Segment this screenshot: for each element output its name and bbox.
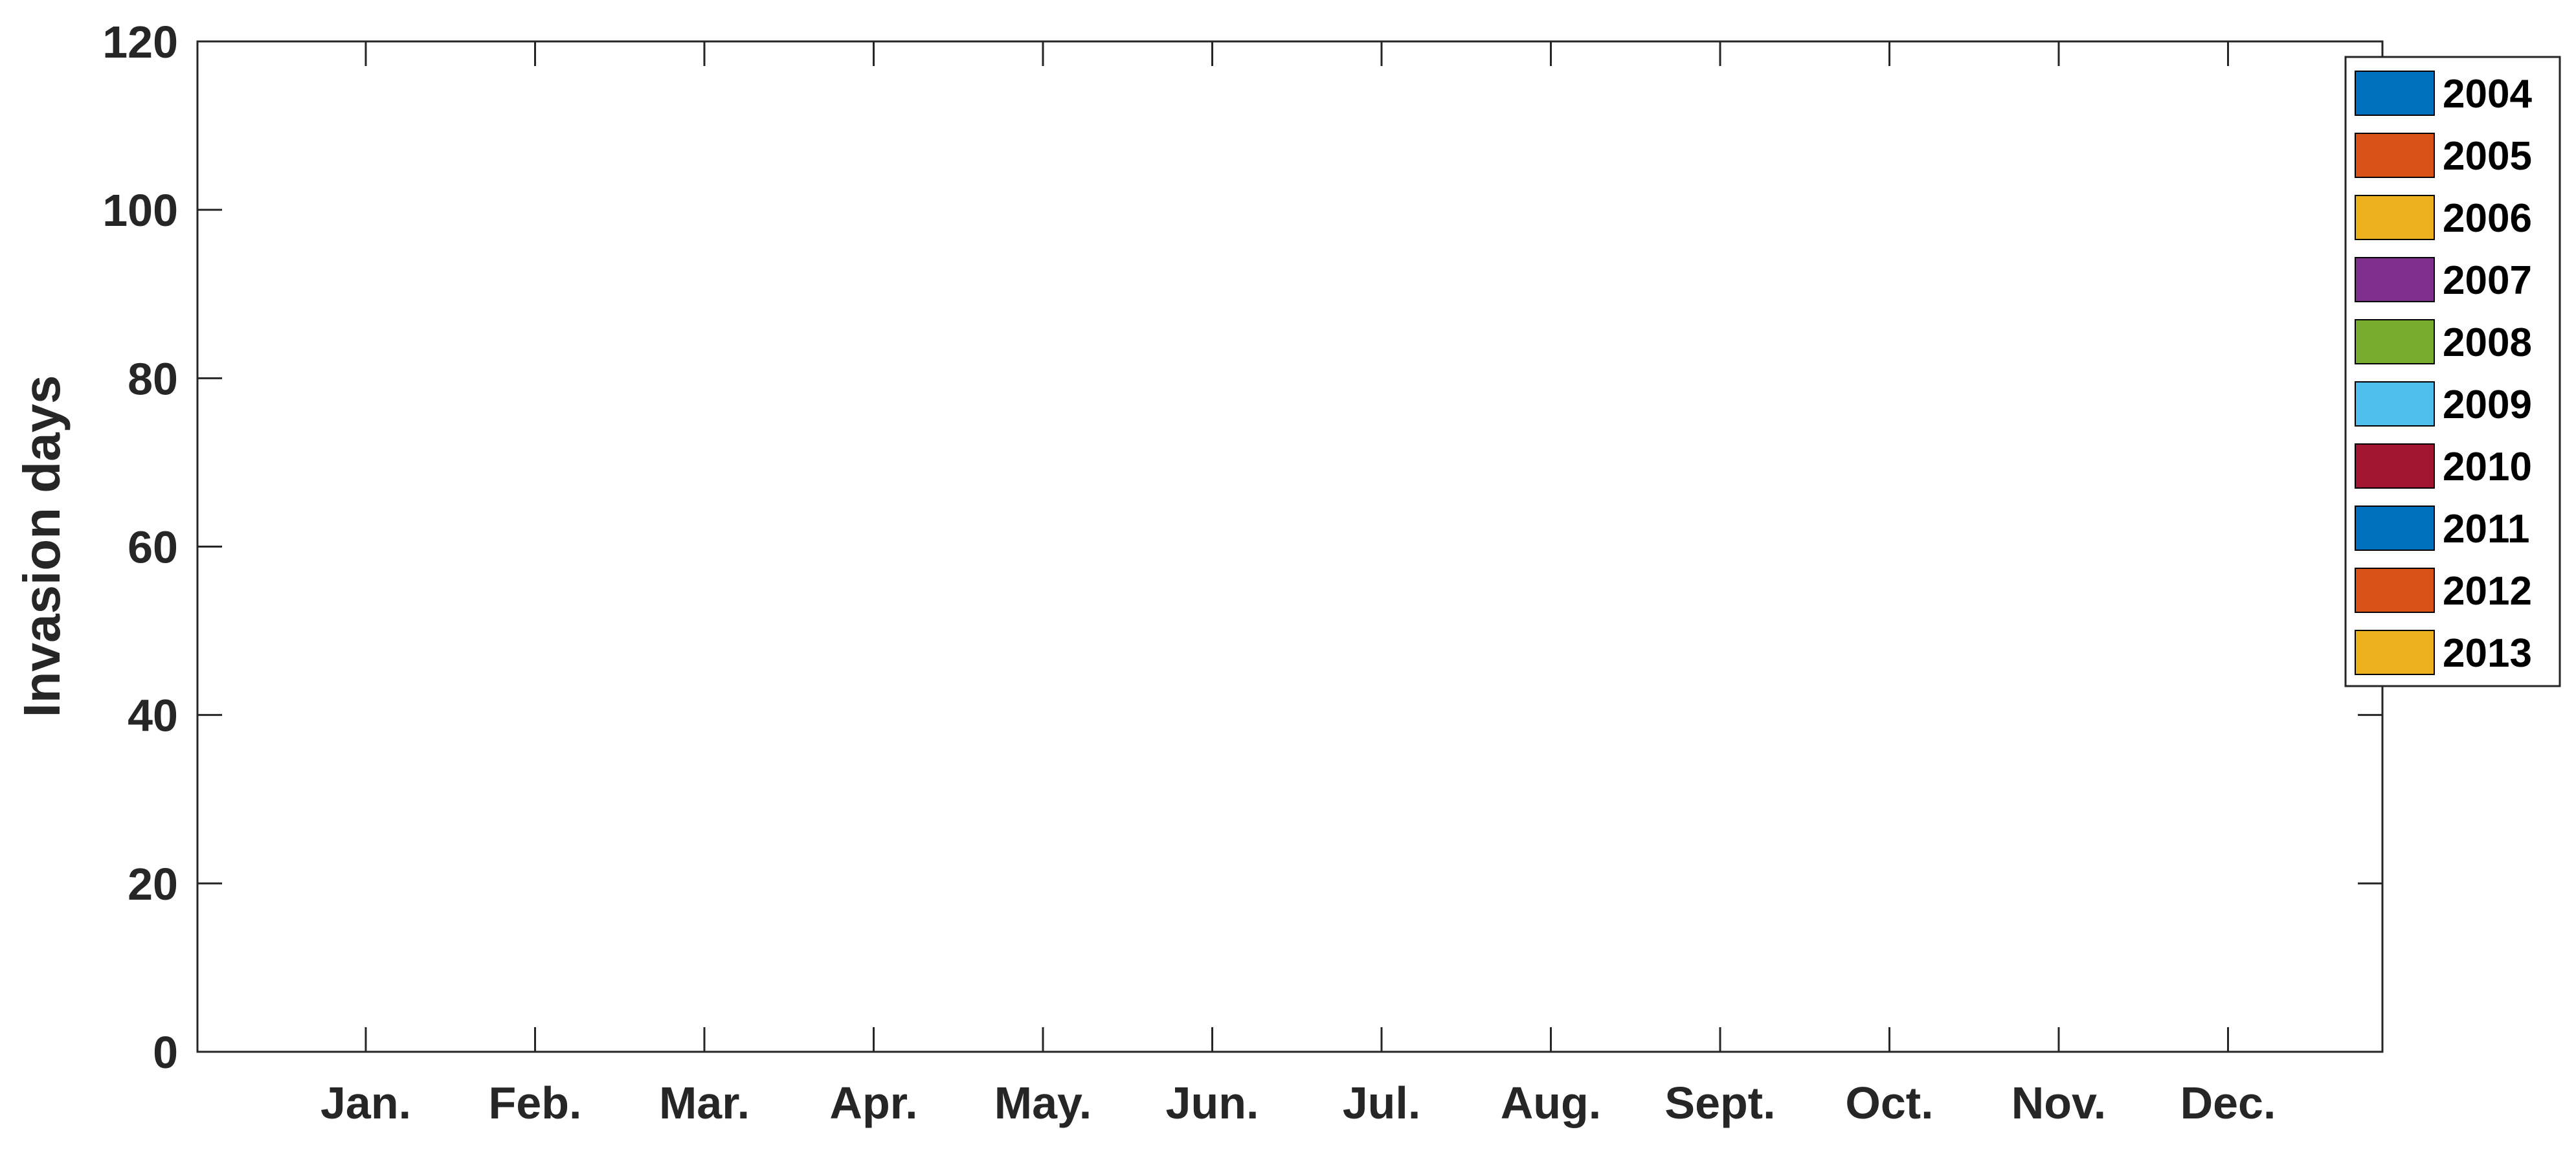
legend-swatch <box>2355 506 2435 551</box>
plot-frame <box>196 40 2384 1053</box>
legend-label: 2010 <box>2443 445 2532 489</box>
legend-swatch <box>2355 381 2435 427</box>
x-tick-label: Mar. <box>659 1078 750 1128</box>
legend-swatch <box>2355 443 2435 489</box>
legend-label: 2004 <box>2443 72 2532 117</box>
x-tick-label: Sept. <box>1664 1078 1775 1128</box>
legend-label: 2012 <box>2443 569 2532 614</box>
y-axis-title: Invasion days <box>13 375 71 717</box>
y-tick-label: 100 <box>102 185 178 236</box>
legend-label: 2006 <box>2443 196 2532 241</box>
y-tick-label: 0 <box>153 1027 178 1078</box>
y-tick-label: 80 <box>128 353 178 404</box>
y-tick-label: 60 <box>128 522 178 573</box>
x-tick-label: Jun. <box>1166 1078 1259 1128</box>
legend: 2004 2005 2006 2007 2008 2009 2010 2011 2012 2013 <box>2344 56 2561 687</box>
y-tick-label: 20 <box>128 859 178 909</box>
legend-swatch <box>2355 257 2435 302</box>
legend-label: 2008 <box>2443 320 2532 365</box>
x-tick-label: Oct. <box>1845 1078 1933 1128</box>
x-tick-label: Aug. <box>1501 1078 1602 1128</box>
legend-label: 2007 <box>2443 258 2532 303</box>
legend-swatch <box>2355 568 2435 613</box>
x-tick-label: Feb. <box>489 1078 582 1128</box>
legend-swatch <box>2355 630 2435 675</box>
legend-swatch <box>2355 319 2435 364</box>
legend-swatch <box>2355 71 2435 116</box>
legend-label: 2009 <box>2443 383 2532 427</box>
x-tick-label: May. <box>994 1078 1092 1128</box>
legend-label: 2013 <box>2443 631 2532 676</box>
legend-label: 2011 <box>2443 507 2530 551</box>
legend-swatch <box>2355 195 2435 240</box>
axes-layer: Jan. Feb. Mar. Apr. May. Jun. Jul. Aug. Sept. Oct… <box>102 17 2384 1128</box>
x-tick-label: Apr. <box>829 1078 917 1128</box>
x-tick-label: Jul. <box>1343 1078 1421 1128</box>
y-tick-label: 40 <box>128 691 178 741</box>
y-tick-label: 120 <box>102 17 178 67</box>
legend-label: 2005 <box>2443 134 2532 179</box>
x-tick-label: Dec. <box>2180 1078 2276 1128</box>
x-tick-label: Nov. <box>2011 1078 2107 1128</box>
legend-swatch <box>2355 133 2435 178</box>
x-tick-label: Jan. <box>320 1078 411 1128</box>
